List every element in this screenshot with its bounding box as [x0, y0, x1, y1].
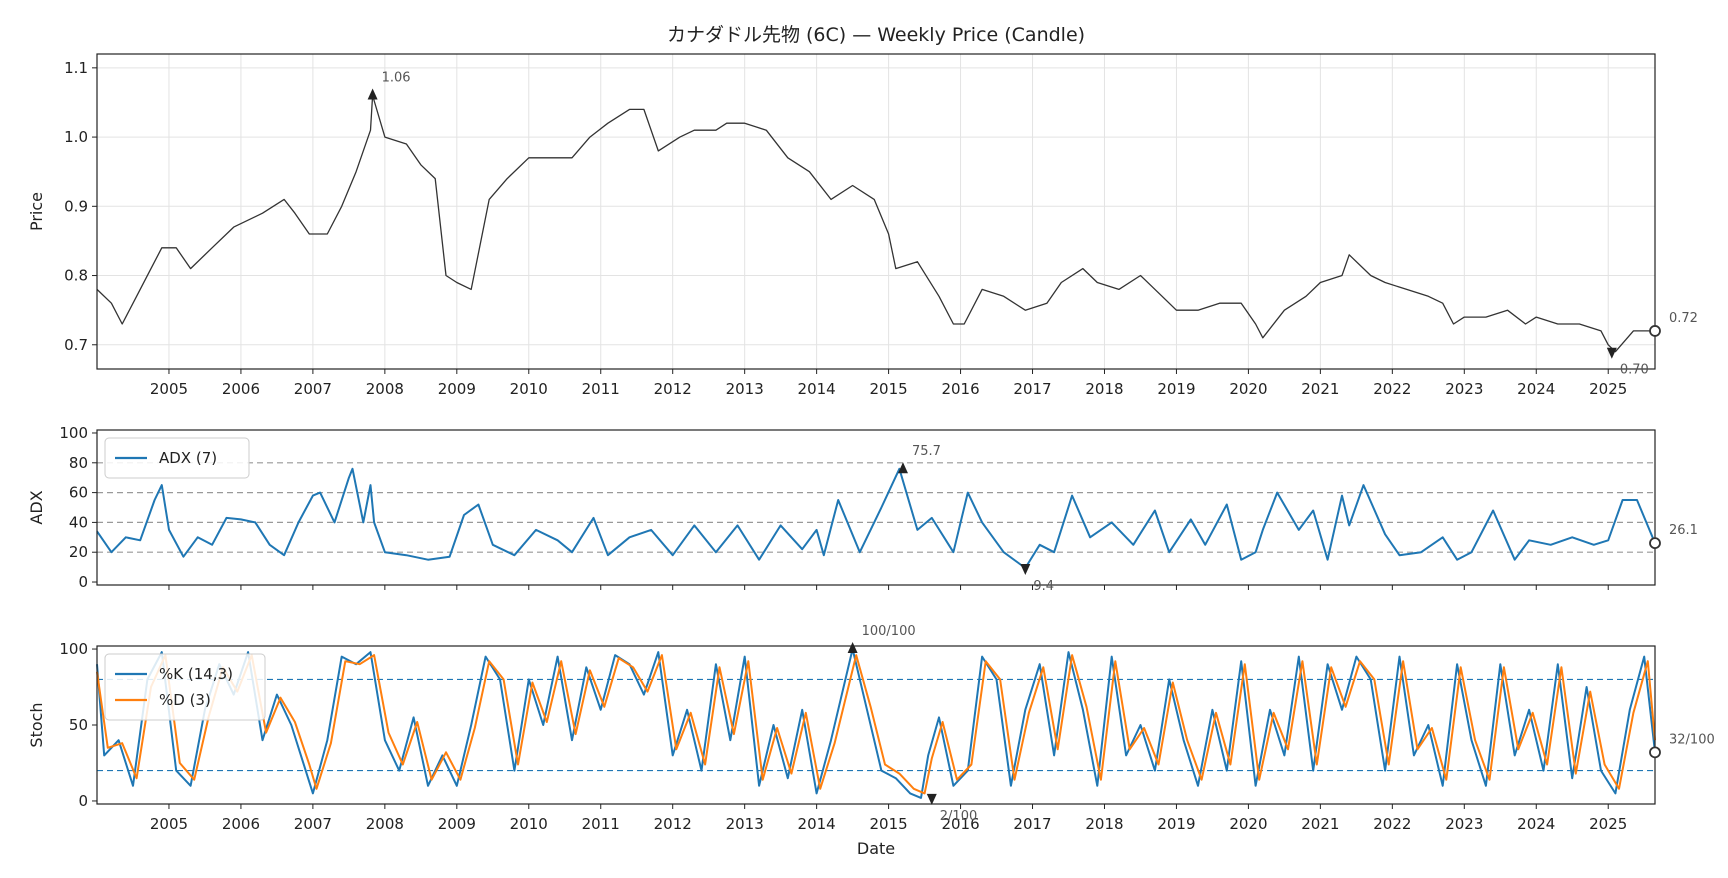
- x-tick-label: 2018: [1085, 815, 1123, 833]
- x-tick-label: 2009: [438, 380, 476, 398]
- series-line-stoch-0: [96, 648, 1656, 799]
- panel-adx: 0 20 40 60 80 100 ADX 75.7 9.4 26.1 ADX (7): [27, 424, 1698, 594]
- x-tick-label: 2005: [150, 815, 188, 833]
- y-axis-label: ADX: [27, 490, 46, 524]
- legend-label: %K (14,3): [159, 665, 233, 683]
- x-tick-label: 2010: [510, 815, 548, 833]
- x-tick-label: 2024: [1517, 380, 1555, 398]
- x-tick-label: 2012: [654, 380, 692, 398]
- y-tick-label: 60: [69, 484, 88, 502]
- x-tick-label: 2020: [1229, 380, 1267, 398]
- x-tick-label: 2019: [1157, 380, 1195, 398]
- y-tick-label: 0: [78, 792, 88, 810]
- x-tick-label: 2020: [1229, 815, 1267, 833]
- min-marker: [926, 793, 937, 805]
- x-tick-label: 2024: [1517, 815, 1555, 833]
- x-tick-label: 2021: [1301, 380, 1339, 398]
- max-marker: [847, 642, 858, 654]
- x-tick-label: 2006: [222, 380, 260, 398]
- y-axis-label: Stoch: [27, 702, 46, 747]
- annotation-label: 0.72: [1669, 311, 1698, 326]
- annotation-label: 75.7: [912, 444, 941, 459]
- last-value-marker: [1649, 325, 1661, 337]
- x-tick-label: 2019: [1157, 815, 1195, 833]
- annotation-label: 100/100: [862, 624, 916, 639]
- x-tick-label: 2008: [366, 815, 404, 833]
- x-tick-label: 2017: [1013, 815, 1051, 833]
- legend-label: ADX (7): [159, 449, 217, 467]
- series-line-price-0: [96, 94, 1652, 353]
- x-tick-label: 2016: [941, 815, 979, 833]
- max-marker: [367, 88, 378, 100]
- y-tick-label: 0: [78, 573, 88, 591]
- x-tick-label: 2016: [941, 380, 979, 398]
- x-tick-label: 2023: [1445, 815, 1483, 833]
- annotation-label: 9.4: [1033, 579, 1054, 594]
- y-tick-label: 80: [69, 454, 88, 472]
- plot-frame: [96, 429, 1656, 586]
- series-line-adx-0: [96, 467, 1656, 569]
- legend-box: [104, 653, 266, 721]
- x-tick-label: 2014: [798, 380, 836, 398]
- x-tick-label: 2015: [869, 380, 907, 398]
- panel-price: 2005 2006 2007 2008 2009 2010 2011 2012 2013 2014…: [27, 53, 1698, 398]
- series-line-stoch-1: [96, 654, 1656, 795]
- x-tick-label: 2021: [1301, 815, 1339, 833]
- x-tick-label: 2005: [150, 380, 188, 398]
- x-tick-label: 2006: [222, 815, 260, 833]
- legend: %K (14,3) %D (3): [104, 653, 266, 721]
- max-marker: [897, 462, 908, 474]
- y-tick-label: 0.8: [64, 267, 88, 285]
- x-tick-label: 2015: [869, 815, 907, 833]
- y-tick-label: 0.9: [64, 197, 88, 215]
- y-tick-label: 1.1: [64, 59, 88, 77]
- x-tick-label: 2012: [654, 815, 692, 833]
- x-tick-label: 2013: [726, 380, 764, 398]
- x-tick-label: 2018: [1085, 380, 1123, 398]
- annotation-label: 0.70: [1620, 363, 1649, 378]
- y-tick-label: 100: [59, 640, 88, 658]
- x-tick-label: 2011: [582, 815, 620, 833]
- x-tick-label: 2009: [438, 815, 476, 833]
- legend: ADX (7): [104, 437, 250, 479]
- x-tick-label: 2022: [1373, 380, 1411, 398]
- x-tick-label: 2007: [294, 815, 332, 833]
- y-tick-label: 50: [69, 716, 88, 734]
- x-tick-label: 2017: [1013, 380, 1051, 398]
- plot-frame: [96, 53, 1656, 370]
- x-axis-label: Date: [857, 839, 895, 858]
- chart-title: カナダドル先物 (6C) — Weekly Price (Candle): [667, 24, 1085, 46]
- x-tick-label: 2008: [366, 380, 404, 398]
- min-marker: [1606, 347, 1617, 359]
- y-tick-label: 100: [59, 424, 88, 442]
- x-tick-label: 2007: [294, 380, 332, 398]
- annotation-label: 26.1: [1669, 523, 1698, 538]
- x-tick-label: 2025: [1589, 380, 1627, 398]
- x-tick-label: 2010: [510, 380, 548, 398]
- y-axis-label: Price: [27, 192, 46, 231]
- last-value-marker: [1649, 537, 1661, 550]
- y-tick-label: 0.7: [64, 336, 88, 354]
- legend-label: %D (3): [159, 691, 211, 709]
- y-tick-label: 20: [69, 543, 88, 561]
- x-tick-label: 2023: [1445, 380, 1483, 398]
- annotation-label: 1.06: [382, 71, 411, 86]
- plot-frame: [96, 645, 1656, 805]
- x-tick-label: 2022: [1373, 815, 1411, 833]
- min-marker: [1020, 564, 1031, 576]
- y-tick-label: 40: [69, 513, 88, 531]
- x-tick-label: 2014: [798, 815, 836, 833]
- x-tick-label: 2011: [582, 380, 620, 398]
- y-tick-label: 1.0: [64, 128, 88, 146]
- x-tick-label: 2013: [726, 815, 764, 833]
- x-tick-label: 2025: [1589, 815, 1627, 833]
- annotation-label: 2/100: [940, 809, 977, 824]
- legend-box: [104, 437, 250, 479]
- panel-stoch: 2005 2006 2007 2008 2009 2010 2011 2012 2013 2014…: [27, 624, 1715, 858]
- last-value-marker: [1649, 746, 1661, 759]
- annotation-label: 32/100: [1669, 732, 1715, 747]
